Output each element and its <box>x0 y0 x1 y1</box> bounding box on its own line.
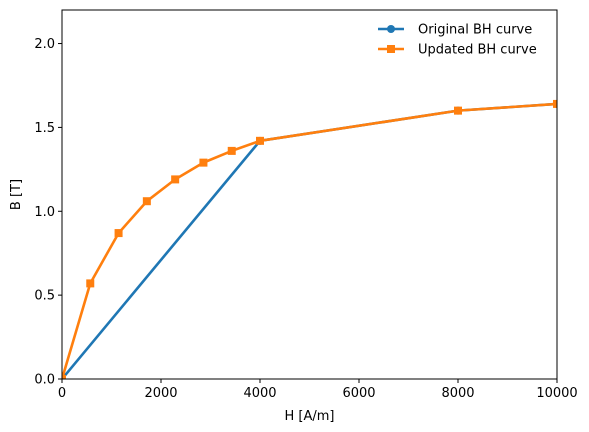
y-axis: 0.0 0.5 1.0 1.5 2.0 <box>34 37 62 388</box>
y-tick-label: 1.5 <box>34 121 55 136</box>
legend-marker <box>387 45 395 53</box>
x-axis: 0 2000 4000 6000 8000 10000 <box>58 379 578 401</box>
legend-label: Original BH curve <box>418 23 532 38</box>
series-2-point <box>199 158 208 167</box>
y-tick-label: 1.0 <box>34 205 55 220</box>
legend-item-1: Original BH curve <box>378 23 532 38</box>
x-tick-label: 10000 <box>536 386 577 401</box>
series-2-point <box>553 99 557 108</box>
y-axis-label: B [T] <box>9 179 24 210</box>
series-layer <box>62 99 557 379</box>
y-tick-label: 2.0 <box>34 37 55 52</box>
x-tick-label: 4000 <box>243 386 276 401</box>
y-tick-label: 0.0 <box>34 373 55 388</box>
series-line-2 <box>62 102 557 379</box>
plot-frame <box>61 9 558 380</box>
legend-label: Updated BH curve <box>418 43 537 58</box>
series-2-point <box>171 175 180 184</box>
series-2-point <box>114 229 123 238</box>
legend-item-2: Updated BH curve <box>378 43 537 58</box>
x-tick-label: 0 <box>58 386 66 401</box>
series-2-point <box>86 279 95 288</box>
series-2-point <box>62 375 66 379</box>
legend: Original BH curve Updated BH curve <box>378 23 537 58</box>
series-2-point <box>256 136 264 145</box>
legend-marker <box>387 25 395 33</box>
x-tick-label: 6000 <box>342 386 375 401</box>
series-line-1 <box>62 102 557 379</box>
x-tick-label: 8000 <box>441 386 474 401</box>
x-axis-label: H [A/m] <box>285 409 335 424</box>
series-2-point <box>227 146 236 155</box>
y-tick-label: 0.5 <box>34 289 55 304</box>
series-2-point <box>454 106 462 115</box>
series-2-point <box>142 197 151 206</box>
x-tick-label: 2000 <box>144 386 177 401</box>
